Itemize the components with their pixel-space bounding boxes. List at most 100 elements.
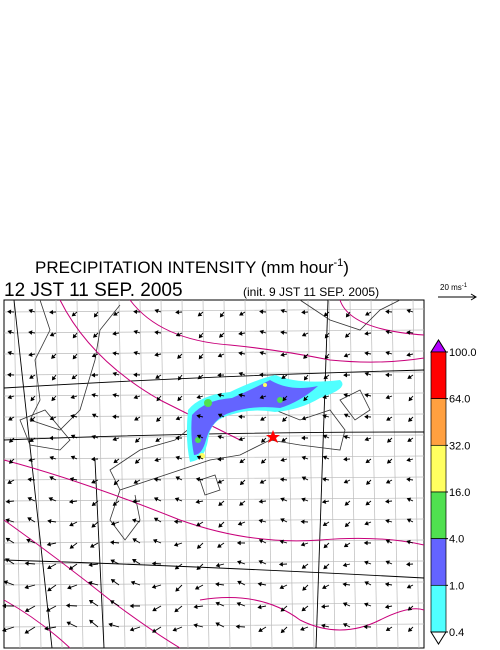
wind-arrow-head	[300, 542, 306, 547]
wind-arrow-head	[408, 396, 413, 402]
wind-arrow-head	[322, 584, 327, 589]
grid-line	[3, 497, 425, 502]
wind-arrow-head	[343, 543, 349, 548]
wind-arrow-head	[93, 333, 98, 338]
wind-arrow-head	[129, 627, 135, 632]
wind-arrow-head	[321, 623, 326, 629]
wind-arrow-head	[406, 308, 411, 314]
wind-arrow-head	[322, 434, 328, 439]
wind-arrow-head	[134, 416, 139, 421]
wind-arrow-head	[303, 396, 308, 402]
wind-arrow-head	[406, 477, 411, 482]
wind-arrow-head	[238, 393, 243, 398]
wind-arrow-head	[110, 579, 116, 584]
vector-scale-superscript: -1	[462, 283, 468, 289]
wind-arrow-head	[49, 309, 54, 315]
wind-arrow-head	[215, 582, 220, 587]
wind-arrow-head	[384, 604, 390, 609]
wind-arrow-head	[8, 459, 14, 464]
wind-arrow-head	[49, 476, 54, 481]
wind-arrow-head	[152, 628, 157, 633]
wind-arrow-head	[69, 544, 75, 549]
wind-arrow-head	[406, 518, 412, 523]
wind-arrow-head	[215, 562, 220, 568]
wind-arrow-head	[364, 560, 369, 566]
wind-arrow-head	[151, 584, 157, 589]
wind-arrow-head	[46, 541, 52, 547]
wind-arrow-head	[88, 562, 93, 568]
wind-arrow-head	[280, 607, 286, 612]
wind-arrow-head	[9, 438, 14, 443]
wind-arrow-head	[175, 476, 180, 481]
wind-arrow-head	[280, 352, 285, 357]
wind-arrow-head	[386, 416, 391, 421]
wind-arrow-head	[300, 519, 305, 525]
wind-arrow-head	[133, 479, 139, 484]
wind-arrow-head	[278, 561, 283, 567]
location-star	[266, 430, 280, 443]
wind-arrow-head	[303, 354, 308, 359]
grid-line	[13, 299, 21, 649]
wind-arrow-head	[280, 518, 285, 523]
wind-arrow-head	[27, 517, 32, 522]
wind-arrow-head	[385, 309, 390, 315]
wind-arrow-head	[67, 585, 72, 590]
wind-arrow-head	[135, 438, 140, 443]
wind-arrow-head	[28, 457, 33, 463]
wind-arrow-head	[70, 414, 75, 419]
wind-arrow-head	[5, 499, 10, 504]
wind-arrow-head	[364, 581, 369, 586]
wind-arrow-head	[113, 458, 118, 464]
wind-arrow-head	[259, 394, 264, 400]
wind-arrow-head	[7, 350, 12, 356]
wind-arrow-head	[344, 333, 350, 338]
wind-arrow-head	[175, 309, 180, 315]
wind-arrow-head	[365, 458, 371, 464]
grid-line	[370, 299, 378, 649]
vector-scale-arrow	[438, 293, 477, 301]
wind-arrow-head	[129, 603, 134, 609]
wind-arrow-head	[177, 396, 182, 402]
wind-arrow-head	[175, 332, 181, 337]
wind-arrow-head	[385, 499, 390, 504]
wind-arrow-head	[110, 521, 116, 526]
wind-arrow-head	[300, 626, 305, 631]
wind-arrow-head	[239, 311, 244, 316]
vector-scale-label: 20 ms-1	[440, 283, 468, 292]
wind-arrow-head	[342, 562, 348, 568]
colorbar-segment	[430, 398, 447, 446]
wind-arrow-head	[175, 455, 180, 461]
wind-arrow-head	[173, 519, 178, 525]
wind-arrow-head	[131, 518, 137, 523]
wind-arrow-head	[193, 623, 198, 628]
title-closing: )	[343, 258, 349, 277]
wind-arrow-head	[258, 499, 263, 504]
wind-arrow-head	[91, 413, 97, 418]
wind-arrow-head	[364, 351, 369, 356]
wind-arrow-head	[385, 626, 391, 631]
init-time: (init. 9 JST 11 SEP. 2005)	[243, 285, 379, 299]
grid-line	[202, 299, 210, 649]
wind-arrow-head	[217, 456, 222, 462]
wind-arrow-head	[259, 309, 264, 315]
wind-arrow-head	[72, 354, 77, 360]
wind-arrow-head	[322, 521, 328, 526]
wind-arrow-head	[239, 480, 245, 486]
wind-arrow-head	[24, 629, 30, 634]
colorbar-segment	[430, 444, 447, 493]
wind-arrow-head	[259, 479, 265, 484]
wind-arrow-head	[91, 393, 96, 398]
wind-arrow-head	[217, 543, 222, 548]
wind-arrow-head	[70, 455, 76, 460]
wind-arrow-head	[301, 435, 306, 441]
wind-arrow-head	[280, 497, 285, 502]
wind-arrow-head	[365, 311, 370, 316]
wind-arrow-head	[196, 455, 202, 460]
wind-arrow-head	[51, 396, 56, 402]
colorbar: 100.0 64.0 32.0 16.0 4.0 1.0 0.4	[430, 339, 477, 645]
wind-arrow-head	[343, 479, 349, 484]
wind-arrow-head	[364, 414, 369, 420]
grid-line	[3, 371, 425, 376]
wind-arrow-head	[68, 499, 74, 504]
grid-line	[307, 299, 315, 649]
